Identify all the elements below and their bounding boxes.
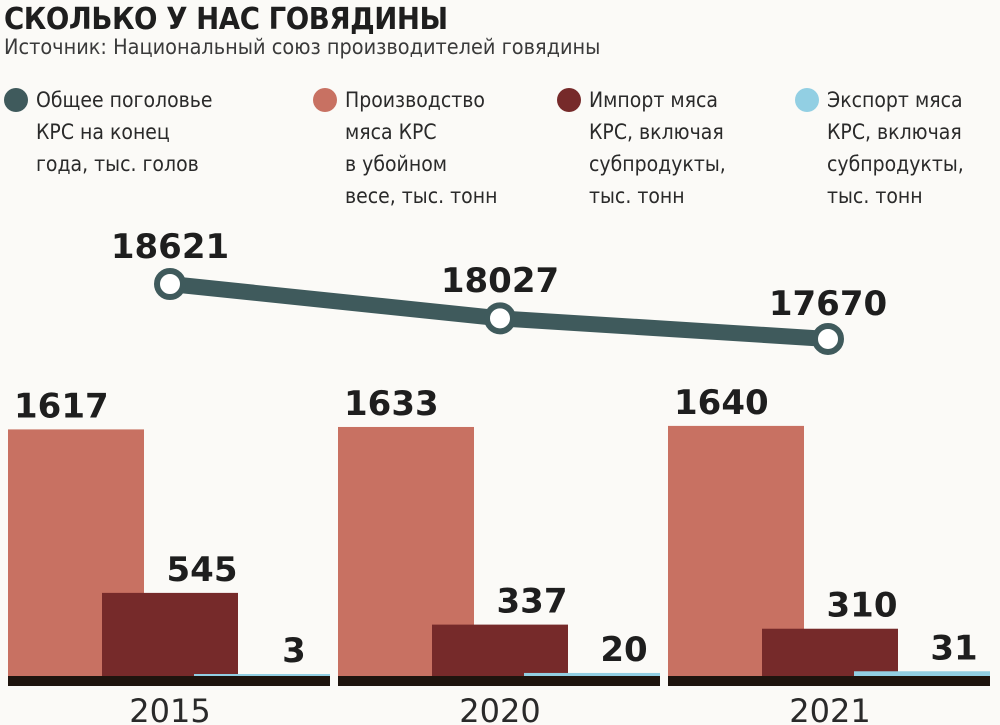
- bar-label-export-2020: 20: [600, 630, 647, 670]
- baseline-2015: [8, 676, 330, 686]
- legend-label-import: Импорт мяса КРС, включая субпродукты, ты…: [589, 88, 726, 208]
- baseline-2020: [338, 676, 660, 686]
- legend-label-production: Производство мяса КРС в убойном весе, ты…: [345, 88, 498, 208]
- chart-subtitle: Источник: Национальный союз производител…: [4, 35, 601, 59]
- point-herd-2015: [154, 268, 186, 300]
- bar-import-2020: [432, 624, 568, 676]
- bar-label-import-2021: 310: [827, 586, 898, 626]
- point-herd-2021: [812, 322, 844, 355]
- bar-label-import-2020: 337: [497, 582, 568, 622]
- baseline-2021: [668, 676, 990, 686]
- x-tick-label-2021: 2021: [789, 692, 870, 725]
- x-tick-label-2020: 2020: [459, 692, 540, 725]
- bar-label-export-2021: 31: [930, 628, 977, 668]
- legend-dot-production-icon: [313, 88, 337, 112]
- point-herd-2020: [484, 302, 516, 335]
- bar-export-2020: [524, 672, 660, 676]
- bar-label-export-2015: 3: [282, 631, 306, 671]
- chart-title: СКОЛЬКО У НАС ГОВЯДИНЫ: [4, 2, 448, 37]
- legend-label-export: Экспорт мяса КРС, включая субпродукты, т…: [827, 88, 964, 208]
- bar-import-2021: [762, 628, 898, 676]
- legend-label-herd: Общее поголовье КРС на конец года, тыс. …: [36, 88, 213, 176]
- legend-dot-export-icon: [795, 88, 819, 112]
- bar-label-import-2015: 545: [167, 550, 238, 590]
- bar-label-production-2020: 1633: [344, 384, 439, 424]
- point-label-herd-2015: 18621: [111, 227, 229, 267]
- point-label-herd-2020: 18027: [441, 261, 559, 301]
- bar-label-production-2021: 1640: [674, 383, 769, 423]
- bar-label-production-2015: 1617: [14, 386, 109, 426]
- bar-export-2021: [854, 671, 990, 676]
- bar-import-2015: [102, 592, 238, 676]
- x-tick-label-2015: 2015: [129, 692, 210, 725]
- legend-dot-import-icon: [557, 88, 581, 112]
- bar-export-2015: [194, 674, 330, 676]
- legend-dot-herd-icon: [4, 88, 28, 112]
- point-label-herd-2021: 17670: [769, 284, 887, 324]
